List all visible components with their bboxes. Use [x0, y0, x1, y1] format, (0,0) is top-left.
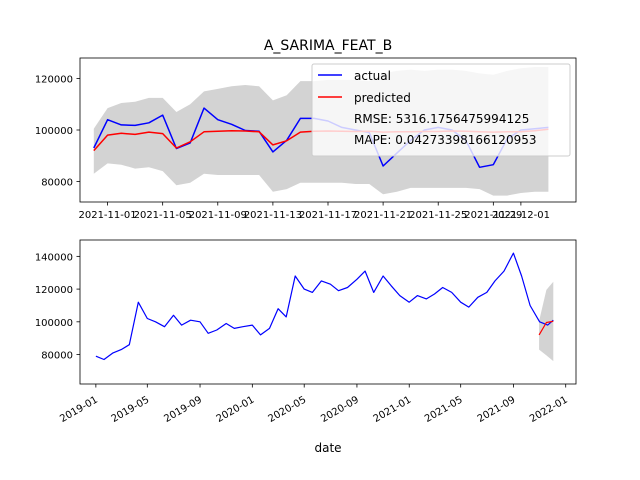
bottom-chart-xlabel: date — [314, 441, 341, 455]
bottom-chart-lines-layer — [95, 252, 554, 361]
p2-y-tick-label: 80000 — [41, 351, 73, 362]
p1-x-tick-label: 2021-11-25 — [409, 210, 467, 221]
p1-y-tick-label: 120000 — [35, 75, 73, 86]
top-chart: 800001000001200002021-11-012021-11-05202… — [35, 57, 577, 221]
p1-y-tick-label: 80000 — [41, 177, 73, 188]
p1-y-tick-label: 100000 — [35, 126, 73, 137]
legend-label-actual: actual — [354, 69, 391, 83]
p1-x-tick-label: 2021-11-05 — [134, 210, 192, 221]
legend-label-predicted: predicted — [354, 91, 411, 105]
p1-x-tick-label: 2021-11-29 — [464, 210, 522, 221]
p1-x-tick-label: 2021-11-09 — [189, 210, 247, 221]
legend-label-rmse: RMSE: 5316.1756475994125 — [354, 112, 529, 126]
legend-box — [311, 63, 571, 157]
bottom-chart-band-layer — [539, 281, 554, 362]
p2-axes-frame — [79, 239, 577, 385]
p2-confidence-band — [539, 281, 554, 362]
p1-x-tick-label: 2021-11-21 — [354, 210, 412, 221]
top-chart-axes: 800001000001200002021-11-012021-11-05202… — [35, 57, 577, 221]
p2-series-actual — [95, 252, 554, 361]
legend: actual predicted RMSE: 5316.175647599412… — [311, 63, 571, 157]
legend-label-mape: MAPE: 0.042733981661209​53 — [354, 133, 536, 147]
p2-y-tick-label: 120000 — [35, 285, 73, 296]
p2-series-predicted — [538, 320, 554, 336]
p1-x-tick-label: 2021-11-01 — [78, 210, 136, 221]
p1-x-tick-label: 2021-11-17 — [299, 210, 357, 221]
p1-x-tick-label: 2021-11-13 — [244, 210, 302, 221]
p2-y-tick-label: 100000 — [35, 318, 73, 329]
chart-title: A_SARIMA_FEAT_B — [264, 38, 392, 54]
p1-x-tick-label: 2021-12-01 — [492, 210, 550, 221]
p2-y-tick-label: 140000 — [35, 252, 73, 263]
